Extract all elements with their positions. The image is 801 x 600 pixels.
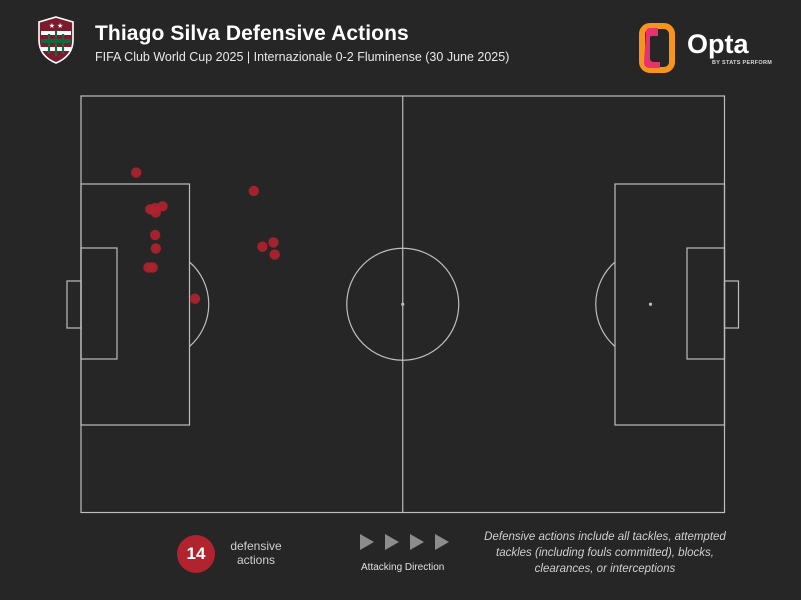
centre-spot	[401, 302, 405, 306]
svg-text:★ ★: ★ ★	[49, 22, 64, 30]
play-arrow-icon	[410, 534, 424, 550]
left-penalty-area	[80, 183, 191, 426]
play-arrow-icon	[435, 534, 449, 550]
attacking-direction-arrows	[360, 534, 449, 550]
action-count-label: defensive actions	[230, 539, 282, 567]
defensive-action-point	[189, 293, 201, 304]
defensive-action-point	[150, 207, 161, 218]
right-penalty-area	[614, 183, 726, 426]
left-penalty-arc	[189, 261, 210, 347]
right-six-yard-box	[686, 247, 726, 360]
defensive-action-point	[131, 167, 142, 178]
attacking-direction-label: Attacking Direction	[361, 562, 445, 573]
play-arrow-icon	[360, 534, 374, 550]
opta-logo-subtitle: BY STATS PERFORM	[712, 60, 773, 66]
action-count-badge: 14	[177, 535, 215, 573]
left-six-yard-box	[80, 247, 118, 360]
definition-note: Defensive actions include all tackles, a…	[484, 531, 726, 575]
opta-logo-icon	[639, 23, 675, 73]
centre-circle	[346, 247, 460, 361]
defensive-action-point	[150, 229, 161, 241]
defensive-action-point	[257, 241, 268, 252]
right-penalty-arc	[595, 261, 616, 347]
defensive-action-point	[150, 243, 161, 254]
defensive-actions-layer	[131, 167, 280, 304]
play-arrow-icon	[385, 534, 399, 550]
chart-title: Thiago Silva Defensive Actions	[95, 22, 409, 45]
fluminense-crest-icon: ★ ★	[38, 16, 74, 64]
defensive-action-point	[248, 185, 259, 197]
right-penalty-spot	[648, 302, 653, 306]
left-goal	[66, 280, 82, 329]
defensive-action-point	[269, 249, 280, 260]
opta-logo-word: Opta	[687, 29, 749, 59]
right-goal	[723, 280, 740, 329]
defensive-action-point	[268, 237, 279, 248]
defensive-action-point	[147, 262, 158, 273]
chart-subtitle: FIFA Club World Cup 2025 | Internazional…	[95, 50, 510, 64]
